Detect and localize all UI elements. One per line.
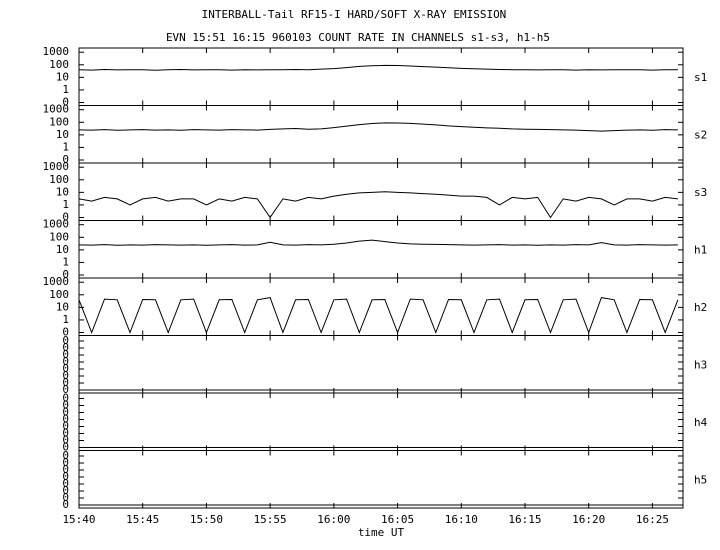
y-tick-label: 0 — [62, 383, 69, 396]
y-tick-label: 1000 — [43, 45, 70, 58]
x-tick-label: 16:10 — [445, 513, 478, 526]
y-tick-label: 0 — [62, 463, 69, 476]
y-tick-label: 0 — [62, 456, 69, 469]
y-tick-label: 1000 — [43, 103, 70, 116]
data-line — [78, 297, 679, 334]
y-tick-label: 0 — [62, 441, 69, 454]
y-tick-label: 0 — [62, 376, 69, 389]
panel-frame — [78, 335, 684, 394]
x-tick-label: 16:05 — [381, 513, 414, 526]
y-tick-label: 0 — [62, 341, 69, 354]
y-tick-label: 0 — [62, 211, 69, 224]
panel-frame — [78, 392, 684, 451]
panel-frame — [78, 47, 684, 106]
panel-label: h2 — [694, 301, 707, 314]
y-tick-label: 100 — [49, 115, 69, 128]
y-tick-label: 0 — [62, 96, 69, 109]
data-line — [78, 239, 678, 246]
y-tick-label: 1000 — [43, 160, 70, 173]
y-tick-label: 0 — [62, 413, 69, 426]
panel-label: h5 — [694, 474, 707, 487]
panel-frame — [78, 105, 684, 164]
y-tick-label: 0 — [62, 326, 69, 339]
y-tick-label: 1 — [62, 313, 69, 326]
y-tick-label: 1 — [62, 198, 69, 211]
y-tick-label: 0 — [62, 427, 69, 440]
y-tick-label: 10 — [56, 185, 69, 198]
x-tick-label: 15:40 — [62, 513, 95, 526]
x-tick-label: 15:45 — [126, 513, 159, 526]
data-line — [78, 191, 678, 219]
x-tick-label: 15:55 — [254, 513, 287, 526]
y-tick-label: 0 — [62, 348, 69, 361]
y-tick-label: 1 — [62, 83, 69, 96]
panel-label: h1 — [694, 244, 707, 257]
panel-label: s2 — [694, 129, 707, 142]
data-line — [78, 122, 678, 132]
y-tick-label: 0 — [62, 334, 69, 347]
x-tick-label: 16:25 — [636, 513, 669, 526]
y-tick-label: 0 — [62, 498, 69, 511]
y-tick-label: 100 — [49, 173, 69, 186]
y-tick-label: 0 — [62, 449, 69, 462]
y-tick-label: 1000 — [43, 218, 70, 231]
y-tick-label: 0 — [62, 434, 69, 447]
panel-frame — [78, 450, 684, 509]
y-tick-label: 0 — [62, 399, 69, 412]
y-tick-label: 0 — [62, 392, 69, 405]
y-tick-label: 100 — [49, 288, 69, 301]
x-tick-label: 16:20 — [572, 513, 605, 526]
x-axis-label: time UT — [358, 526, 405, 539]
y-tick-label: 0 — [62, 153, 69, 166]
panel-label: s3 — [694, 186, 707, 199]
x-tick-label: 16:00 — [317, 513, 350, 526]
y-tick-label: 1 — [62, 255, 69, 268]
y-tick-label: 10 — [56, 128, 69, 141]
y-tick-label: 0 — [62, 268, 69, 281]
panel-label: h4 — [694, 416, 708, 429]
y-tick-label: 0 — [62, 406, 69, 419]
y-tick-label: 1000 — [43, 275, 70, 288]
y-tick-label: 0 — [62, 369, 69, 382]
y-tick-label: 0 — [62, 484, 69, 497]
panel-frame — [78, 220, 684, 279]
chart-title: INTERBALL-Tail RF15-I HARD/SOFT X-RAY EM… — [202, 8, 507, 21]
y-tick-label: 100 — [49, 230, 69, 243]
y-tick-label: 10 — [56, 300, 69, 313]
y-tick-label: 0 — [62, 362, 69, 375]
panel-frame — [78, 277, 684, 336]
chart-subtitle: EVN 15:51 16:15 960103 COUNT RATE IN CHA… — [166, 31, 550, 44]
y-tick-label: 0 — [62, 470, 69, 483]
panel-label: s1 — [694, 71, 707, 84]
y-tick-label: 10 — [56, 70, 69, 83]
y-tick-label: 100 — [49, 58, 69, 71]
y-tick-label: 0 — [62, 477, 69, 490]
x-tick-label: 15:50 — [190, 513, 223, 526]
y-tick-label: 0 — [62, 491, 69, 504]
y-tick-label: 10 — [56, 243, 69, 256]
y-tick-label: 1 — [62, 140, 69, 153]
x-tick-label: 16:15 — [508, 513, 541, 526]
panel-label: h3 — [694, 359, 707, 372]
y-tick-label: 0 — [62, 420, 69, 433]
y-tick-label: 0 — [62, 355, 69, 368]
data-line — [78, 64, 678, 71]
